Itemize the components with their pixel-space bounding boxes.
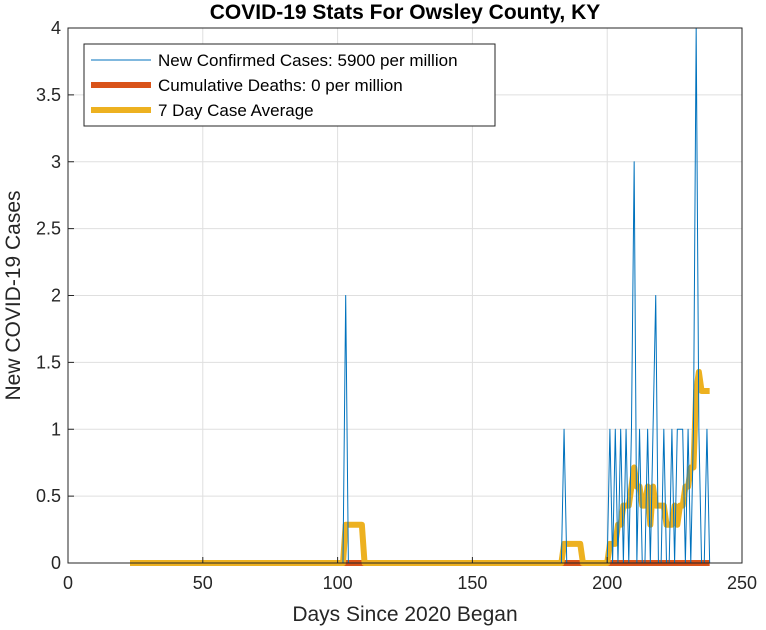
x-tick-label: 50 [193, 573, 213, 593]
x-tick-label: 0 [63, 573, 73, 593]
y-tick-label: 3.5 [36, 85, 61, 105]
y-axis-label: New COVID-19 Cases [2, 190, 25, 400]
y-tick-label: 4 [51, 18, 61, 38]
ticks: 0 50 100 150 200 250 0 0.5 1 1.5 2 2.5 3 3.5 4 [36, 18, 757, 593]
chart-title: COVID-19 Stats For Owsley County, KY [210, 1, 601, 24]
y-tick-label: 2 [51, 286, 61, 306]
legend-box [83, 43, 496, 127]
legend-label: Cumulative Deaths: 0 per million [158, 76, 403, 95]
y-tick-label: 0 [51, 553, 61, 573]
series-line-1 [130, 27, 711, 564]
x-tick-label: 100 [323, 573, 353, 593]
legend-label: 7 Day Case Average [158, 101, 314, 120]
y-tick-label: 1.5 [36, 352, 61, 372]
y-tick-label: 1 [51, 419, 61, 439]
x-tick-label: 250 [727, 573, 757, 593]
y-tick-label: 0.5 [36, 486, 61, 506]
legend: New Confirmed Cases: 5900 per million Cum… [83, 43, 496, 127]
y-tick-label: 3 [51, 152, 61, 172]
y-tick-label: 2.5 [36, 219, 61, 239]
legend-label: New Confirmed Cases: 5900 per million [158, 51, 458, 70]
x-tick-label: 150 [457, 573, 487, 593]
x-axis-label: Days Since 2020 Began [292, 603, 517, 626]
x-tick-label: 200 [592, 573, 622, 593]
